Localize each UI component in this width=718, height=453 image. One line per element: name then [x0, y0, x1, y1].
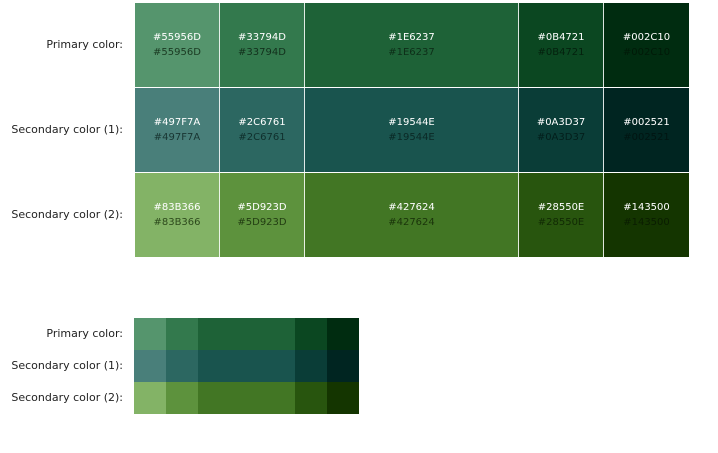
swatch-hex-label: #5D923D — [237, 202, 287, 213]
swatch-hex-label-dark: #0A3D37 — [536, 132, 586, 143]
swatch-hex-label-dark: #28550E — [537, 217, 585, 228]
swatch-hex-label-dark: #1E6237 — [388, 47, 435, 58]
color-swatch: #1E6237 #1E6237 — [305, 3, 519, 87]
swatch-row-secondary-1: #497F7A #497F7A #2C6761 #2C6761 #19544E #1954… — [135, 88, 689, 172]
small-color-swatch — [198, 382, 295, 414]
small-color-swatch — [134, 382, 166, 414]
swatch-hex-label-dark: #143500 — [623, 217, 670, 228]
swatch-hex-label-dark: #83B366 — [153, 217, 201, 228]
swatch-hex-label-dark: #19544E — [388, 132, 435, 143]
swatch-hex-label: #28550E — [537, 202, 585, 213]
color-swatch: #2C6761 #2C6761 — [220, 88, 305, 172]
small-color-swatch — [166, 318, 198, 350]
swatch-hex-label-dark: #002C10 — [622, 47, 671, 58]
small-color-swatch — [295, 318, 327, 350]
color-swatch: #19544E #19544E — [305, 88, 519, 172]
swatch-hex-label-dark: #497F7A — [153, 132, 201, 143]
swatch-hex-label: #427624 — [388, 202, 435, 213]
swatch-hex-label-dark: #2C6761 — [238, 132, 286, 143]
color-swatch: #0B4721 #0B4721 — [519, 3, 604, 87]
row-label-primary: Primary color: — [46, 38, 123, 51]
swatch-hex-label: #19544E — [388, 117, 435, 128]
small-color-swatch — [295, 350, 327, 382]
small-color-swatch — [198, 350, 295, 382]
color-swatch: #002C10 #002C10 — [604, 3, 689, 87]
small-color-swatch — [327, 382, 359, 414]
swatch-hex-label: #83B366 — [153, 202, 201, 213]
small-row-label-secondary-1: Secondary color (1): — [11, 359, 123, 372]
color-swatch: #33794D #33794D — [220, 3, 305, 87]
swatch-hex-label-dark: #55956D — [153, 47, 201, 58]
color-swatch: #497F7A #497F7A — [135, 88, 220, 172]
color-swatch: #5D923D #5D923D — [220, 173, 305, 257]
swatch-hex-label: #497F7A — [153, 117, 201, 128]
color-swatch: #83B366 #83B366 — [135, 173, 220, 257]
swatch-hex-label: #143500 — [623, 202, 670, 213]
small-color-swatch — [295, 382, 327, 414]
small-swatch-row-secondary-2 — [134, 382, 359, 414]
row-label-secondary-1: Secondary color (1): — [11, 123, 123, 136]
small-row-label-secondary-2: Secondary color (2): — [11, 391, 123, 404]
small-color-swatch — [327, 350, 359, 382]
color-swatch: #143500 #143500 — [604, 173, 689, 257]
small-color-swatch — [166, 350, 198, 382]
swatch-hex-label-dark: #33794D — [238, 47, 286, 58]
swatch-hex-label: #0A3D37 — [536, 117, 586, 128]
small-color-swatch — [134, 318, 166, 350]
swatch-hex-label-dark: #002521 — [623, 132, 670, 143]
small-color-swatch — [198, 318, 295, 350]
color-swatch: #55956D #55956D — [135, 3, 220, 87]
color-swatch: #28550E #28550E — [519, 173, 604, 257]
row-label-secondary-2: Secondary color (2): — [11, 208, 123, 221]
small-swatch-row-secondary-1 — [134, 350, 359, 382]
color-swatch: #427624 #427624 — [305, 173, 519, 257]
swatch-row-secondary-2: #83B366 #83B366 #5D923D #5D923D #427624 #4276… — [135, 173, 689, 257]
small-color-swatch — [327, 318, 359, 350]
small-row-label-primary: Primary color: — [46, 327, 123, 340]
swatch-hex-label: #0B4721 — [537, 32, 585, 43]
swatch-hex-label: #33794D — [238, 32, 286, 43]
small-color-swatch — [166, 382, 198, 414]
swatch-hex-label: #55956D — [153, 32, 201, 43]
small-swatch-row-primary — [134, 318, 359, 350]
swatch-hex-label: #002C10 — [622, 32, 671, 43]
swatch-hex-label: #002521 — [623, 117, 670, 128]
swatch-hex-label-dark: #427624 — [388, 217, 435, 228]
swatch-hex-label: #1E6237 — [388, 32, 435, 43]
swatch-row-primary: #55956D #55956D #33794D #33794D #1E6237 #1E62… — [135, 3, 689, 87]
swatch-hex-label-dark: #5D923D — [237, 217, 287, 228]
swatch-hex-label-dark: #0B4721 — [537, 47, 585, 58]
small-color-swatch — [134, 350, 166, 382]
color-swatch: #002521 #002521 — [604, 88, 689, 172]
swatch-hex-label: #2C6761 — [238, 117, 286, 128]
color-swatch: #0A3D37 #0A3D37 — [519, 88, 604, 172]
